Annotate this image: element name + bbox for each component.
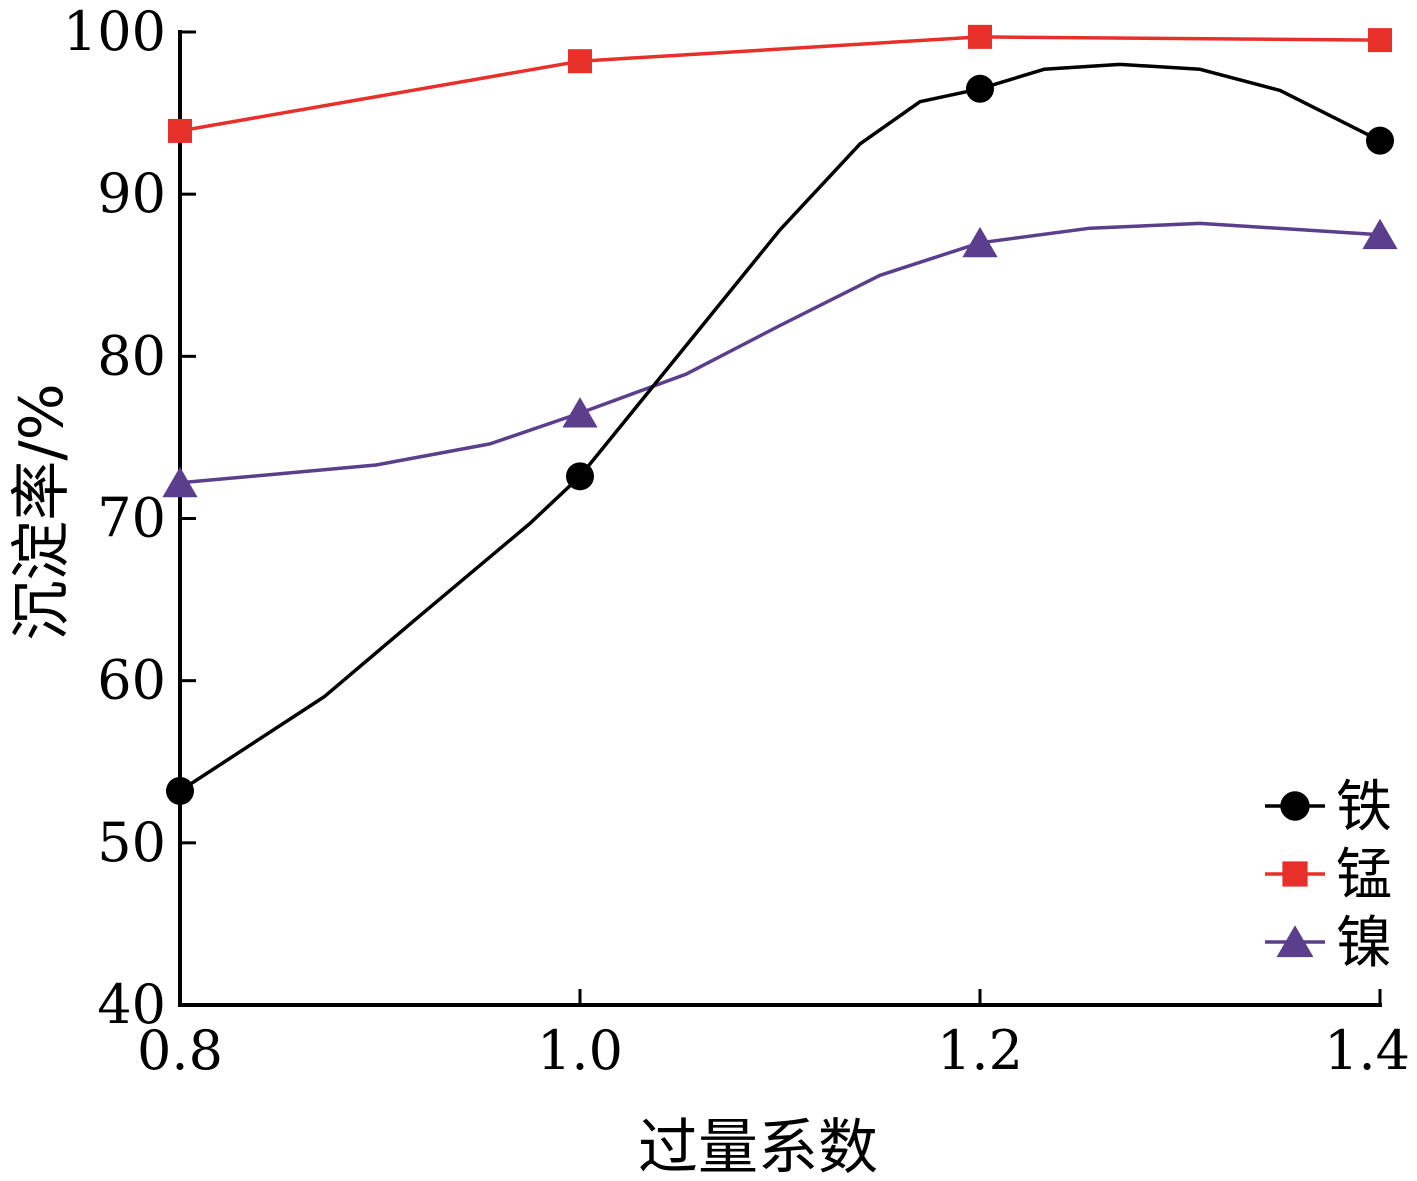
data-point-square	[168, 118, 192, 143]
series-line-triangle	[178, 221, 1382, 485]
legend: 铁锰镍	[1265, 775, 1392, 976]
legend-label: 铁	[1336, 775, 1392, 840]
y-tick-label: 100	[63, 0, 166, 63]
series-line-circle	[178, 62, 1382, 793]
data-point-triangle	[962, 226, 998, 258]
data-point-square	[568, 49, 592, 74]
x-tick-label: 1.0	[537, 1019, 623, 1082]
x-tick-label: 1.2	[937, 1019, 1023, 1082]
x-ticks: 0.8 1.0 1.2 1.4	[137, 989, 1410, 1082]
legend-marker-triangle	[1276, 925, 1314, 958]
data-point-triangle	[562, 397, 598, 428]
y-ticks: 40 50 60 70 80 90 100	[63, 0, 196, 1036]
y-tick-label: 60	[97, 649, 166, 712]
data-point-circle	[966, 74, 994, 103]
y-tick-label: 70	[97, 487, 166, 550]
data-point-square	[968, 24, 992, 49]
y-tick-label: 80	[97, 324, 166, 387]
axes	[178, 30, 1382, 1007]
y-axis-title: 沉淀率/%	[7, 383, 77, 640]
data-point-triangle	[1362, 218, 1398, 250]
legend-label: 镍	[1336, 911, 1392, 976]
data-point-circle	[166, 776, 194, 805]
legend-marker-circle	[1280, 791, 1310, 821]
x-axis-title: 过量系数	[638, 1113, 878, 1181]
x-tick-label: 1.4	[1324, 1019, 1410, 1082]
series-group	[162, 24, 1398, 805]
x-tick-label: 0.8	[137, 1019, 223, 1082]
data-point-circle	[1366, 126, 1394, 155]
data-point-circle	[566, 462, 594, 491]
y-tick-label: 40	[97, 973, 166, 1036]
legend-marker-square	[1282, 861, 1308, 887]
data-point-square	[1368, 28, 1392, 53]
y-tick-label: 50	[97, 811, 166, 874]
data-point-triangle	[162, 466, 198, 498]
y-tick-label: 90	[97, 162, 166, 225]
series-line-square	[178, 35, 1382, 133]
legend-label: 锰	[1336, 843, 1392, 908]
